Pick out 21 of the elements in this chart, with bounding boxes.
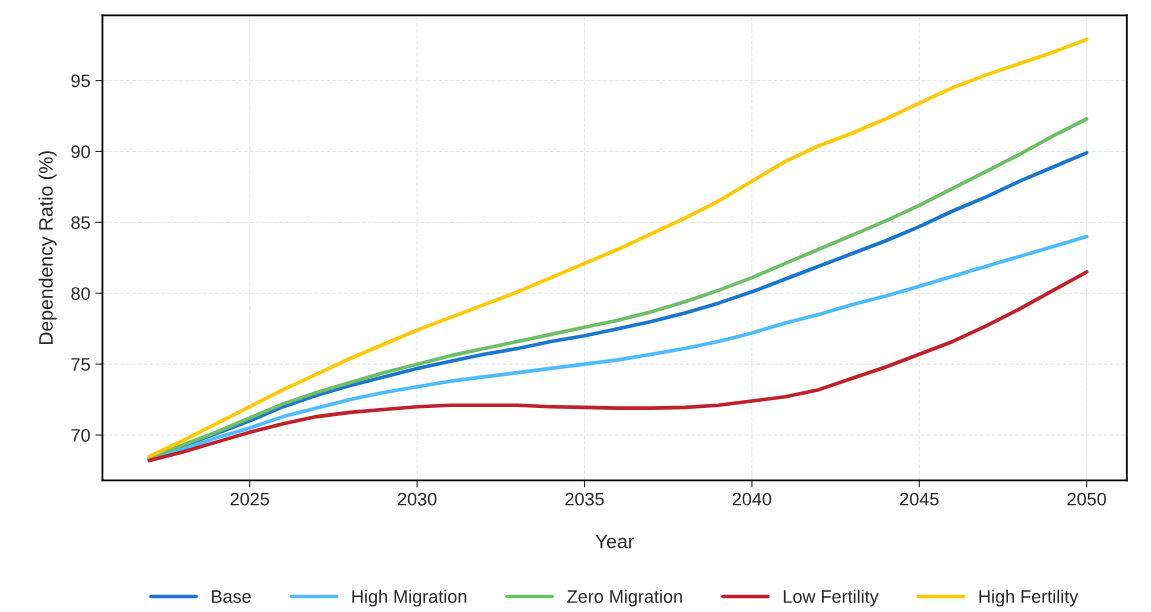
- legend-label: Base: [212, 590, 251, 603]
- x-tick-label: 2030: [397, 492, 437, 506]
- y-tick-label: 90: [71, 145, 90, 159]
- y-axis-title: Dependency Ratio (%): [38, 151, 57, 345]
- y-tick-label: 95: [71, 74, 90, 88]
- y-tick-label: 85: [71, 216, 90, 230]
- line-series: [147, 37, 1089, 459]
- x-axis-title: Year: [595, 534, 634, 549]
- y-tick-label: 80: [71, 287, 90, 300]
- x-tick-label: 2040: [732, 492, 772, 506]
- x-tick-label: 2045: [900, 492, 939, 506]
- y-tick-label: 70: [71, 428, 90, 442]
- legend-label: Zero Migration: [567, 589, 682, 607]
- x-tick-label: 2035: [565, 492, 604, 506]
- line-series: [147, 270, 1089, 463]
- x-tick-label: 2025: [230, 492, 270, 506]
- legend-label: High Migration: [352, 589, 467, 607]
- x-tick-label: 2050: [1067, 492, 1107, 506]
- y-tick-label: 75: [71, 358, 90, 371]
- legend-label: Low Fertility: [783, 589, 879, 607]
- legend-label: High Fertility: [979, 589, 1079, 607]
